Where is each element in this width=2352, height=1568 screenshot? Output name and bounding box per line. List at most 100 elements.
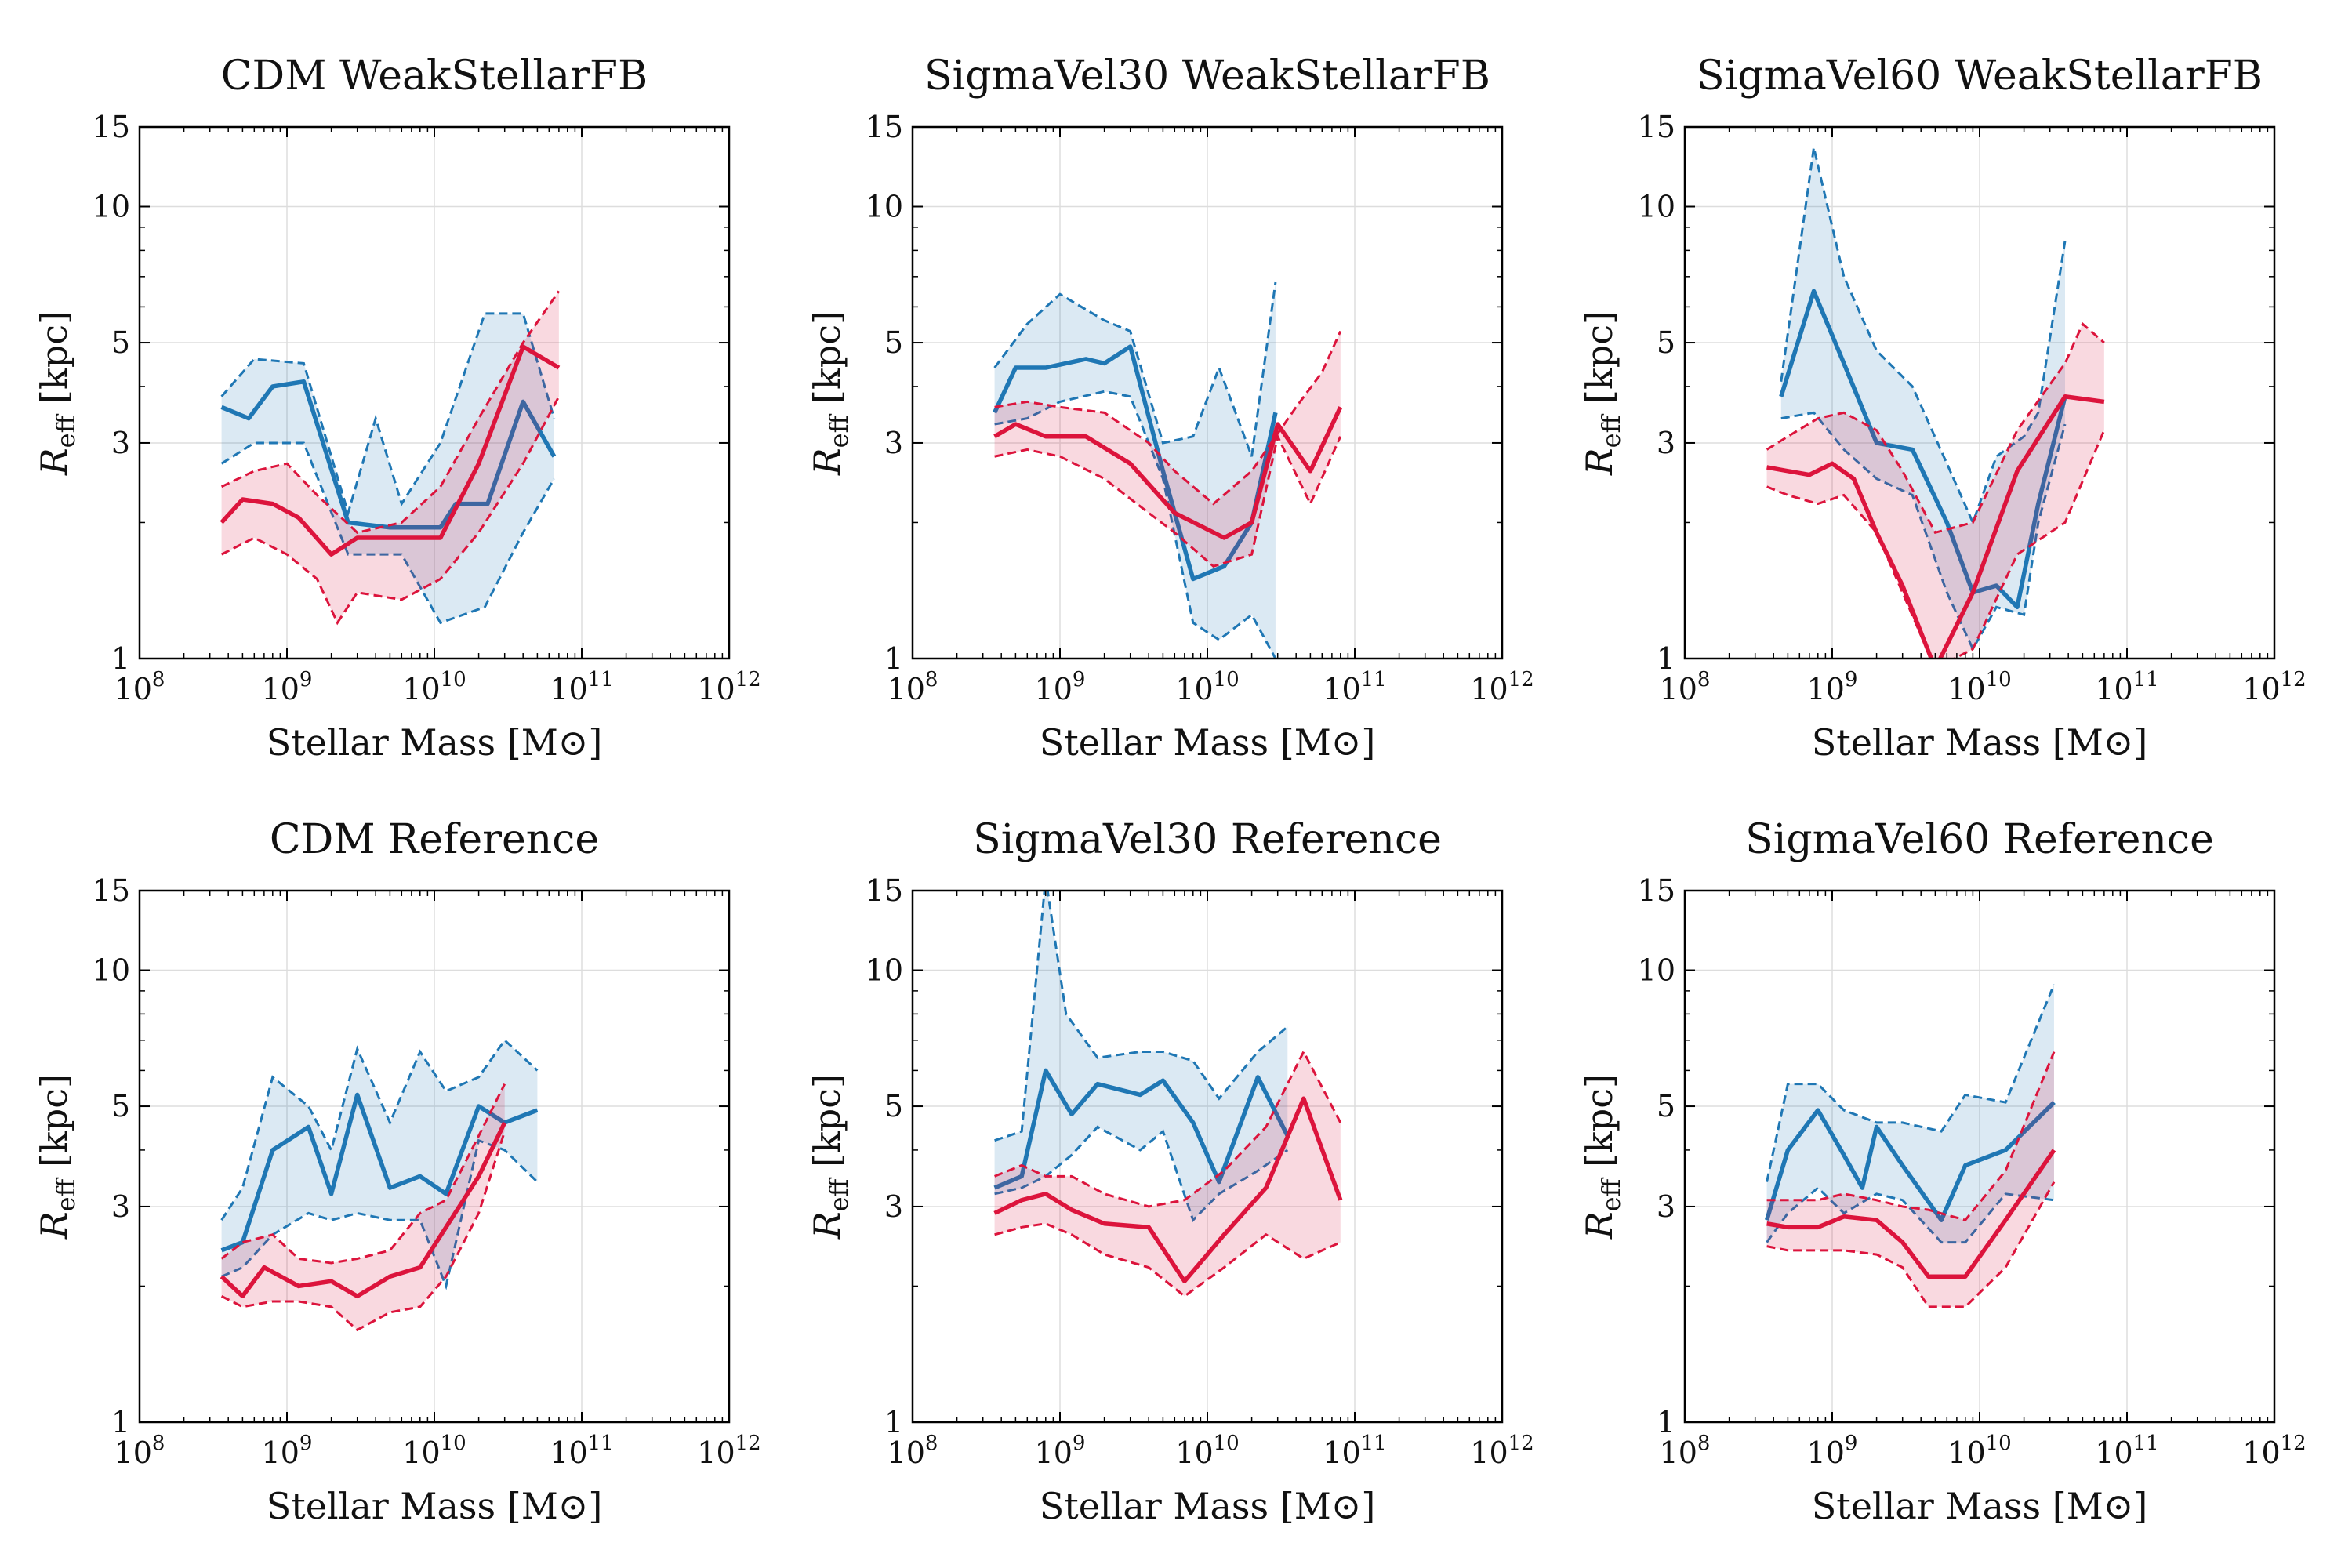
red-series — [993, 330, 1343, 568]
x-tick-exponent: 10 — [1214, 668, 1240, 691]
ticks — [139, 126, 730, 659]
y-tick-label: 1 — [111, 641, 130, 676]
x-tick-exponent: 11 — [2133, 668, 2159, 691]
panel-title: CDM Reference — [270, 816, 599, 863]
x-axis-label: Stellar Mass [M⊙] — [267, 1485, 603, 1527]
x-tick-label: 109 — [1807, 1432, 1858, 1470]
y-tick-label: 1 — [884, 1405, 903, 1439]
red-p16-line — [1766, 1181, 2056, 1308]
ticks — [1684, 126, 2275, 659]
blue-p84-line — [993, 281, 1277, 457]
x-tick-exponent: 8 — [1697, 1432, 1711, 1455]
blue-p16-line — [1766, 1186, 2055, 1244]
red-p84-line — [1766, 321, 2105, 535]
red-percentile-band — [994, 1051, 1341, 1297]
blue-percentile-band — [1766, 984, 2054, 1243]
y-tick-label: 15 — [866, 110, 903, 144]
red-series — [220, 1083, 507, 1332]
red-median-line — [220, 1121, 507, 1299]
red-series — [1766, 321, 2106, 659]
x-axis-label: Stellar Mass [M⊙] — [1040, 721, 1376, 764]
y-tick-label: 5 — [111, 1089, 130, 1123]
y-tick-label: 3 — [1657, 426, 1675, 460]
y-axis-label: Reff [kpc] — [1578, 310, 1626, 476]
x-tick-exponent: 12 — [1508, 1432, 1534, 1455]
x-tick-label: 109 — [1035, 1432, 1086, 1470]
red-p16-line — [994, 1222, 1341, 1298]
y-axis-label-part: R — [806, 1211, 848, 1240]
plot-area — [993, 891, 1343, 1298]
x-tick-label: 1010 — [1947, 1432, 2011, 1470]
x-tick-label: 109 — [262, 668, 313, 706]
plot-area — [220, 290, 561, 626]
blue-series — [1764, 984, 2056, 1244]
blue-p16-line — [220, 1138, 539, 1290]
x-tick-exponent: 11 — [1361, 1432, 1387, 1455]
blue-series — [220, 312, 557, 625]
red-p84-line — [220, 290, 561, 534]
y-tick-label: 10 — [1638, 190, 1675, 224]
x-tick-label: 1010 — [402, 668, 466, 706]
plot-area — [993, 281, 1343, 659]
plot-area — [1764, 984, 2056, 1308]
panel-title: SigmaVel30 WeakStellarFB — [924, 53, 1490, 100]
x-tick-exponent: 8 — [925, 668, 938, 691]
x-tick-label: 1011 — [550, 1432, 613, 1470]
chart-panel: 10 8 109 1010 1011 1012 1 3 5 10 15 SigmaVel60 Weak… — [1578, 53, 2307, 764]
x-axis-label: Stellar Mass [M⊙] — [1812, 721, 2148, 764]
y-tick-label: 15 — [866, 873, 903, 908]
y-axis-label: Reff [kpc] — [33, 310, 81, 476]
blue-series — [220, 1038, 539, 1290]
y-axis-label-part: eff — [51, 413, 81, 448]
y-axis-label-part: eff — [1596, 413, 1626, 448]
y-tick-label: 10 — [93, 953, 130, 988]
x-tick-exponent: 12 — [735, 668, 761, 691]
y-axis-label-part: [kpc] — [1578, 310, 1621, 416]
y-tick-label: 10 — [866, 953, 903, 988]
x-tick-label: 1010 — [402, 1432, 466, 1470]
x-axis-label: Stellar Mass [M⊙] — [1812, 1485, 2148, 1527]
y-axis-label: Reff [kpc] — [1578, 1074, 1626, 1240]
ticks — [912, 890, 1503, 1423]
x-tick-exponent: 10 — [1986, 668, 2012, 691]
x-tick-exponent: 10 — [441, 668, 466, 691]
plot-area — [1766, 147, 2106, 659]
blue-p84-line — [1766, 984, 2056, 1182]
y-axis-label-part: R — [806, 448, 848, 476]
blue-median-line — [993, 1068, 1290, 1190]
blue-series — [993, 281, 1278, 659]
y-tick-label: 3 — [1657, 1189, 1675, 1224]
y-axis-label-part: R — [1578, 1211, 1621, 1240]
red-p84-line — [220, 1083, 506, 1265]
y-tick-label: 15 — [1638, 110, 1675, 144]
y-axis-label-part: R — [33, 1211, 75, 1240]
y-tick-label: 15 — [1638, 873, 1675, 908]
y-axis-label-part: R — [33, 448, 75, 476]
y-axis-label-part: eff — [824, 1177, 854, 1211]
y-tick-label: 10 — [866, 190, 903, 224]
x-tick-label: 109 — [1807, 668, 1858, 706]
red-percentile-band — [1766, 324, 2104, 659]
red-percentile-band — [221, 1083, 505, 1330]
x-tick-exponent: 12 — [1508, 668, 1534, 691]
y-axis-label-part: [kpc] — [33, 310, 75, 416]
y-tick-label: 5 — [1657, 1089, 1675, 1123]
x-tick-exponent: 10 — [1214, 1432, 1240, 1455]
blue-median-line — [220, 379, 557, 530]
x-tick-label: 1011 — [2095, 668, 2158, 706]
red-p16-line — [220, 396, 561, 626]
blue-p16-line — [1780, 411, 2067, 652]
blue-percentile-band — [994, 282, 1276, 659]
x-axis-label: Stellar Mass [M⊙] — [267, 721, 603, 764]
y-axis-label: Reff [kpc] — [806, 1074, 854, 1240]
blue-p16-line — [994, 1125, 1289, 1222]
x-tick-exponent: 12 — [735, 1432, 761, 1455]
red-p84-line — [1766, 1051, 2056, 1221]
chart-panel: 10 8 109 1010 1011 1012 1 3 5 10 15 CDM WeakStellar… — [33, 53, 761, 764]
y-axis-label-part: R — [1578, 448, 1621, 476]
x-tick-label: 1012 — [2242, 668, 2306, 706]
red-series — [1766, 1051, 2056, 1308]
red-median-line — [1766, 1149, 2056, 1279]
x-tick-label: 1011 — [550, 668, 613, 706]
